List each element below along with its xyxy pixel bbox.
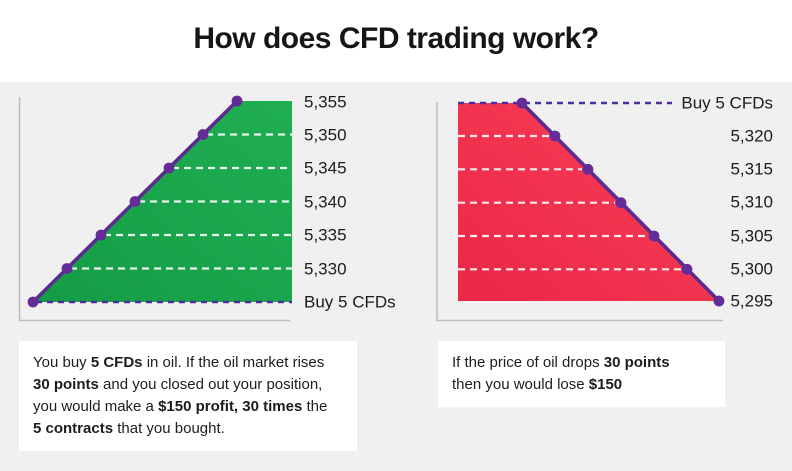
page-title: How does CFD trading work? <box>193 22 599 55</box>
price-label: 5,320 <box>730 126 773 146</box>
buy-level-label: Buy 5 CFDs <box>681 93 773 113</box>
profit-chart <box>18 95 292 322</box>
left-gridlines <box>70 133 292 270</box>
price-label: 5,350 <box>304 125 347 145</box>
caption-line: 30 points and you closed out your positi… <box>33 376 323 393</box>
price-label: 5,310 <box>730 192 773 212</box>
left-data-point-dots <box>27 95 243 308</box>
right-data-point-dots <box>516 97 725 307</box>
red-loss-area <box>458 103 719 301</box>
loss-explanation-card: If the price of oil drops 30 points then… <box>438 341 725 407</box>
left-chart-axis <box>18 97 290 322</box>
price-label: 5,340 <box>304 192 347 212</box>
price-label: 5,335 <box>304 225 347 245</box>
buy-level-label: Buy 5 CFDs <box>304 292 396 312</box>
caption-line: 5 contracts that you bought. <box>33 420 225 437</box>
loss-chart <box>436 97 725 322</box>
profit-explanation-card: You buy 5 CFDs in oil. If the oil market… <box>19 341 357 451</box>
price-label: 5,300 <box>730 259 773 279</box>
caption-line: If the price of oil drops 30 points <box>452 354 670 371</box>
caption-line: you would make a $150 profit, 30 times t… <box>33 398 328 415</box>
price-label: 5,355 <box>304 92 347 112</box>
right-gridlines <box>458 134 681 271</box>
price-label: 5,330 <box>304 259 347 279</box>
price-label: 5,345 <box>304 158 347 178</box>
caption-line: then you would lose $150 <box>452 376 623 393</box>
price-label: 5,305 <box>730 226 773 246</box>
price-label: 5,295 <box>730 291 773 311</box>
price-label: 5,315 <box>730 159 773 179</box>
right-chart-axis <box>436 102 723 322</box>
caption-line: You buy 5 CFDs in oil. If the oil market… <box>33 354 325 371</box>
